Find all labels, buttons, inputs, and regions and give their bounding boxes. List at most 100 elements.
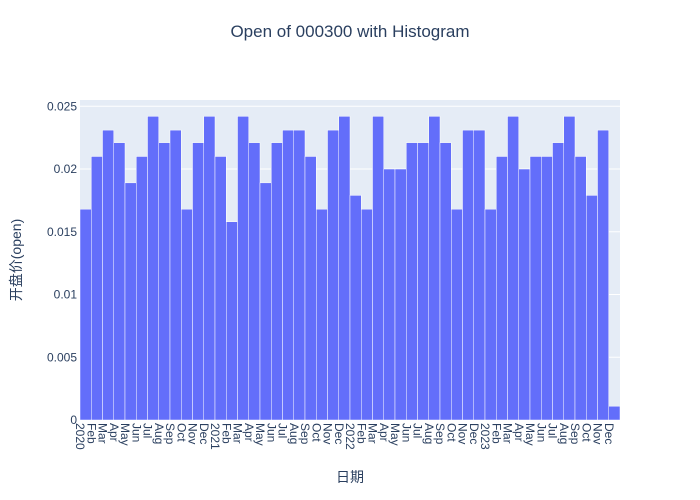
histogram-bar xyxy=(158,142,171,421)
x-tick-label: Jul xyxy=(546,423,560,438)
histogram-bar xyxy=(91,156,103,421)
histogram-bar xyxy=(507,116,519,421)
histogram-bar xyxy=(439,142,452,421)
y-axis-title: 开盘价(open) xyxy=(8,219,24,301)
histogram-bar xyxy=(181,208,193,421)
y-tick-label: 0.025 xyxy=(47,99,77,113)
histogram-bar xyxy=(406,142,418,421)
histogram-bar xyxy=(124,182,137,421)
x-tick-label: 2021 xyxy=(208,423,222,450)
x-tick-label: Oct xyxy=(579,423,593,442)
histogram-bar xyxy=(316,208,328,421)
histogram-bar xyxy=(203,116,216,421)
x-tick-label: Jun xyxy=(534,423,548,442)
histogram-bar xyxy=(372,116,384,421)
histogram-bar xyxy=(462,129,474,421)
x-tick-label: Jul xyxy=(411,423,425,438)
histogram-bar xyxy=(394,168,407,421)
x-tick-label: Sep xyxy=(298,423,312,445)
x-tick-label: 2022 xyxy=(343,423,357,450)
y-tick-label: 0 xyxy=(70,413,77,427)
x-tick-label: May xyxy=(388,423,402,446)
histogram-bar xyxy=(586,195,598,421)
x-axis-ticks: 2020FebMarAprMayJunJulAugSepOctNovDec202… xyxy=(73,423,616,450)
histogram-bar xyxy=(484,208,497,421)
histogram-bar xyxy=(608,405,621,421)
histogram-bar xyxy=(192,142,204,421)
x-tick-label: Nov xyxy=(186,423,200,444)
x-tick-label: Feb xyxy=(489,423,503,444)
histogram-bar xyxy=(597,129,609,421)
x-tick-label: Mar xyxy=(501,423,515,444)
histogram-bar xyxy=(293,129,306,421)
x-tick-label: Apr xyxy=(377,423,391,442)
histogram-bar xyxy=(518,168,531,421)
histogram-bar xyxy=(349,195,362,421)
histogram-bar xyxy=(147,116,159,421)
x-tick-label: 2023 xyxy=(478,423,492,450)
x-tick-label: Nov xyxy=(591,423,605,444)
histogram-bar xyxy=(169,129,182,421)
histogram-bar xyxy=(552,142,564,421)
x-tick-label: Sep xyxy=(433,423,447,445)
x-tick-label: Dec xyxy=(197,423,211,444)
histogram-bar xyxy=(248,142,261,421)
histogram-bar xyxy=(237,116,249,421)
histogram-bar xyxy=(327,129,339,421)
x-axis-title: 日期 xyxy=(336,469,364,485)
x-tick-label: Apr xyxy=(107,423,121,442)
x-tick-label: 2020 xyxy=(73,423,87,450)
x-tick-label: Nov xyxy=(321,423,335,444)
x-tick-label: Oct xyxy=(174,423,188,442)
histogram-bar xyxy=(214,156,227,421)
x-tick-label: May xyxy=(523,423,537,446)
x-tick-label: Dec xyxy=(332,423,346,444)
x-tick-label: Jun xyxy=(399,423,413,442)
histogram-bar xyxy=(361,208,373,421)
histogram-bar xyxy=(259,182,272,421)
histogram-bar xyxy=(338,116,351,421)
x-tick-label: Oct xyxy=(309,423,323,442)
histogram-bar xyxy=(282,129,294,421)
x-tick-label: Nov xyxy=(456,423,470,444)
x-tick-label: Aug xyxy=(422,423,436,444)
x-tick-label: Sep xyxy=(163,423,177,445)
x-tick-label: Mar xyxy=(231,423,245,444)
histogram-bar xyxy=(417,142,429,421)
histogram-bar xyxy=(136,156,148,421)
histogram-bar xyxy=(304,156,317,421)
histogram-bar xyxy=(79,208,92,421)
x-tick-label: May xyxy=(118,423,132,446)
histogram-bar xyxy=(473,129,486,421)
x-tick-label: Mar xyxy=(366,423,380,444)
histogram-bar xyxy=(541,156,553,421)
bars xyxy=(79,116,621,421)
x-tick-label: Apr xyxy=(242,423,256,442)
histogram-bar xyxy=(496,156,508,421)
x-tick-label: Jun xyxy=(129,423,143,442)
histogram-bar xyxy=(428,116,441,421)
x-tick-label: Aug xyxy=(557,423,571,444)
y-tick-label: 0.015 xyxy=(47,225,77,239)
x-tick-label: Sep xyxy=(568,423,582,445)
x-tick-label: Oct xyxy=(444,423,458,442)
x-tick-label: Feb xyxy=(84,423,98,444)
y-axis-ticks: 0 0.005 0.01 0.015 0.02 0.025 xyxy=(47,99,77,427)
histogram-bar xyxy=(451,208,463,421)
histogram-bar xyxy=(574,156,587,421)
y-tick-label: 0.02 xyxy=(54,162,78,176)
x-tick-label: Feb xyxy=(219,423,233,444)
histogram-bar xyxy=(226,221,238,421)
histogram-bar xyxy=(383,168,396,421)
x-tick-label: May xyxy=(253,423,267,446)
x-tick-label: Jul xyxy=(141,423,155,438)
x-tick-label: Aug xyxy=(287,423,301,444)
x-tick-label: Jun xyxy=(264,423,278,442)
x-tick-label: Feb xyxy=(354,423,368,444)
x-tick-label: Apr xyxy=(512,423,526,442)
histogram-bar xyxy=(102,129,114,421)
histogram-bar xyxy=(113,142,126,421)
histogram-bar xyxy=(529,156,542,421)
histogram-bar xyxy=(271,142,283,421)
